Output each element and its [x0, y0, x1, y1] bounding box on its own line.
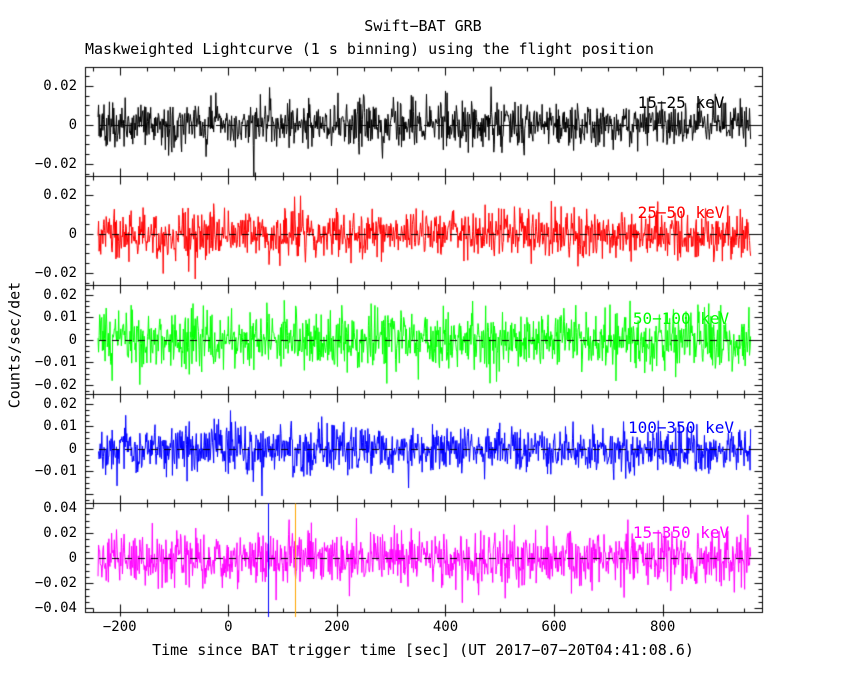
chart-subtitle: Maskweighted Lightcurve (1 s binning) us… — [85, 40, 654, 58]
chart-title: Swift−BAT GRB — [364, 17, 482, 35]
band-label-100-350-kev: 100−350 keV — [628, 418, 734, 437]
y-tick-label: −0.02 — [34, 376, 77, 393]
y-tick-label: 0 — [68, 440, 77, 457]
y-tick-label: −0.04 — [34, 600, 77, 616]
band-label-15-350-kev: 15−350 keV — [632, 523, 730, 542]
y-tick-label: −0.02 — [34, 155, 77, 172]
band-label-50-100-kev: 50−100 keV — [632, 309, 730, 328]
y-tick-label: 0.02 — [43, 525, 77, 541]
x-tick-label: 800 — [649, 619, 676, 635]
y-tick-label: 0.02 — [43, 286, 77, 303]
y-tick-label: 0 — [68, 331, 77, 348]
x-axis-label: Time since BAT trigger time [sec] (UT 20… — [152, 641, 694, 659]
y-tick-label: −0.02 — [34, 575, 77, 591]
band-label-15-25-kev: 15−25 keV — [637, 93, 725, 112]
y-tick-label: 0 — [68, 116, 77, 133]
y-tick-label: 0 — [68, 225, 77, 242]
x-tick-label: −200 — [102, 619, 137, 635]
y-tick-label: −0.01 — [34, 463, 77, 480]
x-tick-label: 0 — [224, 619, 233, 635]
x-tick-label: 400 — [432, 619, 459, 635]
y-tick-label: 0.04 — [43, 500, 77, 516]
x-tick-label: 200 — [324, 619, 350, 635]
y-tick-label: −0.01 — [34, 354, 77, 371]
y-tick-label: −0.02 — [34, 264, 77, 281]
y-tick-label: 0.02 — [43, 77, 77, 94]
x-tick-label: 600 — [541, 619, 567, 635]
y-tick-label: 0.01 — [43, 309, 77, 326]
y-tick-label: 0.02 — [43, 395, 77, 412]
y-tick-label: 0.01 — [43, 418, 77, 435]
y-tick-label: 0 — [68, 550, 77, 566]
y-tick-label: 0.02 — [43, 186, 77, 203]
band-label-25-50-kev: 25−50 keV — [637, 203, 725, 222]
